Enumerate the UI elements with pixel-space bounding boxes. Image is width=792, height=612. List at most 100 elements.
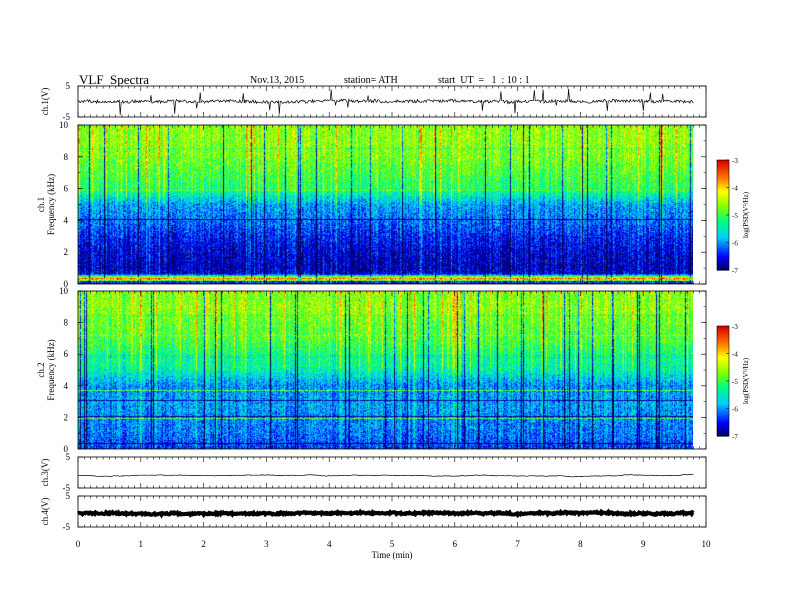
colorbar-swatch bbox=[717, 237, 729, 240]
colorbar-swatch bbox=[717, 235, 729, 238]
colorbar-swatch bbox=[717, 266, 729, 269]
colorbar-swatch bbox=[717, 368, 729, 371]
colorbar-swatch bbox=[717, 406, 729, 410]
colorbar-swatch bbox=[717, 357, 729, 360]
y-tick-label: 8 bbox=[64, 318, 69, 328]
colorbar-swatch bbox=[717, 163, 729, 167]
colorbar-swatch bbox=[717, 215, 729, 218]
colorbar-swatch bbox=[717, 388, 729, 391]
colorbar-swatch bbox=[717, 244, 729, 247]
colorbar-swatch bbox=[717, 171, 729, 174]
colorbar-swatch bbox=[717, 340, 729, 344]
colorbar-swatch bbox=[717, 185, 729, 189]
start-ut-label: start UT = 1 : 10 : 1 bbox=[438, 75, 530, 86]
colorbar-swatch bbox=[717, 379, 729, 382]
colorbar-swatch bbox=[717, 176, 729, 179]
colorbar-swatch bbox=[717, 371, 729, 375]
colorbar-tick-label: -7 bbox=[732, 267, 738, 275]
colorbar-tick-label: -6 bbox=[732, 406, 738, 414]
colorbar-label: log(PSD(V²/Hz) bbox=[742, 357, 750, 404]
colorbar-swatch bbox=[717, 160, 729, 163]
colorbar-swatch bbox=[717, 161, 729, 165]
colorbar-swatch bbox=[717, 417, 729, 421]
colorbar-swatch bbox=[717, 344, 729, 347]
colorbar-swatch bbox=[717, 355, 729, 358]
colorbar-swatch bbox=[717, 359, 729, 362]
colorbar-swatch bbox=[717, 373, 729, 377]
colorbar-swatch bbox=[717, 229, 729, 233]
colorbar-swatch bbox=[717, 194, 729, 198]
y-tick-label: 6 bbox=[64, 349, 69, 359]
x-tick-label: 6 bbox=[453, 539, 458, 549]
waveform-trace-ch1V bbox=[77, 88, 694, 116]
colorbar-swatch bbox=[717, 432, 729, 435]
colorbar-swatch bbox=[717, 204, 729, 207]
y-tick-label: 5 bbox=[66, 491, 71, 501]
colorbar-swatch bbox=[717, 226, 729, 229]
y-tick-label: 8 bbox=[64, 152, 69, 162]
colorbar-swatch bbox=[717, 395, 729, 399]
colorbar-swatch bbox=[717, 196, 729, 200]
colorbar-swatch bbox=[717, 238, 729, 242]
y-tick-label: 2 bbox=[64, 247, 69, 257]
colorbar-swatch bbox=[717, 428, 729, 432]
colorbar-tick-label: -3 bbox=[732, 157, 738, 165]
y-tick-label: 5 bbox=[66, 452, 71, 462]
colorbar-swatch bbox=[717, 392, 729, 395]
spectrogram-image bbox=[78, 291, 693, 449]
colorbar-swatch bbox=[717, 209, 729, 212]
y-axis-label: Frequency (kHz) bbox=[46, 174, 56, 235]
y-tick-label: -5 bbox=[63, 483, 71, 493]
colorbar-swatch bbox=[717, 338, 729, 342]
y-tick-label: 10 bbox=[59, 286, 69, 296]
colorbar-swatch bbox=[717, 233, 729, 236]
y-tick-label: 0 bbox=[64, 444, 69, 454]
x-tick-label: 4 bbox=[327, 539, 332, 549]
colorbar-swatch bbox=[717, 200, 729, 203]
colorbar-swatch bbox=[717, 242, 729, 245]
colorbar-swatch bbox=[717, 351, 729, 355]
colorbar-swatch bbox=[717, 408, 729, 411]
colorbar-swatch bbox=[717, 412, 729, 415]
colorbar-swatch bbox=[717, 360, 729, 364]
colorbar-swatch bbox=[717, 366, 729, 369]
colorbar-swatch bbox=[717, 362, 729, 366]
y-axis-label: ch.3(V) bbox=[40, 459, 50, 487]
colorbar-swatch bbox=[717, 264, 729, 267]
colorbar-swatch bbox=[717, 337, 729, 340]
colorbar-swatch bbox=[717, 410, 729, 413]
colorbar-swatch bbox=[717, 430, 729, 433]
colorbar-swatch bbox=[717, 342, 729, 345]
colorbar-swatch bbox=[717, 386, 729, 389]
colorbar-swatch bbox=[717, 174, 729, 178]
x-tick-label: 8 bbox=[578, 539, 583, 549]
colorbar-swatch bbox=[717, 401, 729, 404]
y-tick-label: 6 bbox=[64, 184, 69, 194]
y-axis-label: ch.4(V) bbox=[40, 498, 50, 526]
waveform-trace-ch4V bbox=[77, 508, 695, 519]
colorbar-swatch bbox=[717, 419, 729, 422]
colorbar-swatch bbox=[717, 198, 729, 201]
colorbar-swatch bbox=[717, 167, 729, 170]
colorbar-swatch bbox=[717, 189, 729, 192]
y-axis-label: Frequency (kHz) bbox=[46, 339, 56, 400]
colorbar-swatch bbox=[717, 333, 729, 336]
colorbar-swatch bbox=[717, 251, 729, 255]
colorbar-swatch bbox=[717, 331, 729, 334]
colorbar-swatch bbox=[717, 249, 729, 253]
colorbar-swatch bbox=[717, 414, 729, 417]
colorbar-tick-label: -5 bbox=[732, 378, 738, 386]
colorbar-swatch bbox=[717, 349, 729, 353]
colorbar-swatch bbox=[717, 218, 729, 222]
colorbar-swatch bbox=[717, 384, 729, 388]
colorbar-swatch bbox=[717, 255, 729, 258]
colorbar-swatch bbox=[717, 259, 729, 262]
colorbar-swatch bbox=[717, 423, 729, 426]
colorbar-swatch bbox=[717, 213, 729, 216]
colorbar-swatch bbox=[717, 403, 729, 406]
colorbar-swatch bbox=[717, 227, 729, 231]
x-tick-label: 2 bbox=[201, 539, 206, 549]
y-tick-label: -5 bbox=[63, 522, 71, 532]
colorbar-swatch bbox=[717, 220, 729, 223]
colorbar-swatch bbox=[717, 260, 729, 264]
